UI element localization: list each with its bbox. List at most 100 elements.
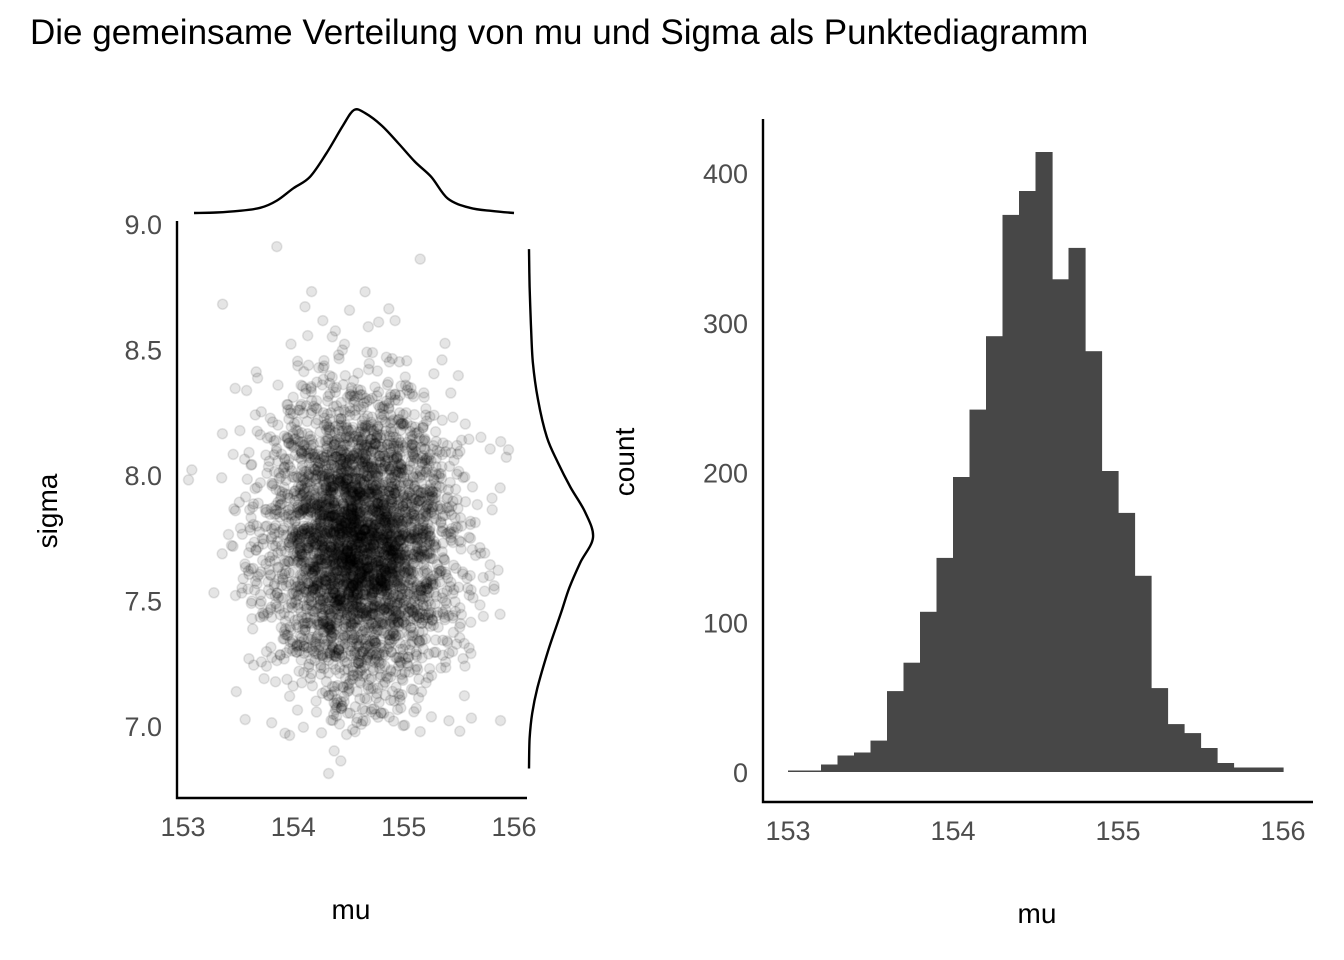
scatter-point	[380, 670, 393, 683]
scatter-point	[320, 484, 332, 496]
scatter-point	[305, 285, 318, 298]
scatter-point	[234, 522, 247, 534]
scatter-point	[344, 481, 357, 493]
scatter-point	[359, 541, 371, 554]
scatter-point	[337, 634, 349, 646]
scatter-point	[409, 602, 421, 614]
scatter-point	[458, 637, 470, 650]
scatter-point	[383, 402, 395, 415]
scatter-point	[318, 512, 330, 524]
scatter-point	[278, 509, 291, 521]
scatter-point	[247, 659, 260, 671]
scatter-point	[319, 543, 332, 556]
scatter-point	[381, 438, 394, 451]
scatter-point	[386, 568, 398, 581]
scatter-point	[329, 617, 342, 629]
scatter-point	[380, 351, 393, 363]
scatter-point	[384, 665, 397, 678]
scatter-point	[384, 391, 397, 404]
scatter-point	[326, 510, 339, 523]
scatter-point	[356, 421, 368, 434]
scatter-point	[419, 457, 431, 469]
scatter-point	[374, 482, 386, 494]
scatter-point	[358, 479, 370, 491]
scatter-point	[359, 516, 372, 529]
scatter-point	[244, 524, 257, 536]
scatter-point	[292, 499, 305, 511]
scatter-point	[394, 637, 406, 649]
scatter-point	[320, 480, 332, 492]
scatter-point	[337, 506, 350, 519]
scatter-point	[345, 539, 357, 552]
scatter-point	[433, 569, 446, 581]
scatter-point	[323, 493, 336, 506]
scatter-point	[358, 570, 371, 582]
scatter-point	[393, 356, 406, 368]
scatter-point	[323, 603, 335, 616]
scatter-point	[392, 493, 404, 506]
scatter-point	[403, 606, 416, 618]
scatter-point	[298, 523, 311, 535]
scatter-point	[361, 438, 374, 451]
scatter-point	[443, 505, 456, 517]
scatter-point	[368, 628, 380, 641]
scatter-point	[425, 552, 438, 565]
scatter-point	[216, 548, 228, 560]
scatter-point	[318, 632, 331, 645]
scatter-point	[405, 439, 417, 451]
scatter-point	[362, 485, 374, 498]
scatter-point	[388, 451, 400, 463]
scatter-point	[457, 652, 469, 665]
scatter-point	[234, 424, 246, 437]
scatter-point	[357, 524, 370, 537]
scatter-point	[308, 561, 321, 573]
scatter-point	[335, 515, 348, 527]
scatter-point	[310, 633, 322, 645]
scatter-point	[299, 567, 312, 580]
scatter-point	[407, 515, 420, 528]
scatter-point	[308, 565, 321, 577]
scatter-point	[278, 653, 290, 665]
scatter-point	[313, 623, 326, 636]
chart-title: Die gemeinsame Verteilung von mu und Sig…	[30, 13, 1088, 52]
scatter-point	[345, 484, 357, 497]
scatter-point	[371, 569, 384, 582]
scatter-point	[387, 544, 399, 557]
scatter-point	[344, 674, 357, 686]
scatter-point	[329, 559, 342, 571]
scatter-point	[266, 477, 278, 490]
scatter-point	[340, 431, 353, 444]
scatter-point	[411, 609, 423, 622]
scatter-point	[317, 615, 329, 628]
scatter-point	[386, 567, 398, 580]
scatter-x-tick-label: 153	[160, 812, 205, 842]
scatter-point	[421, 583, 433, 595]
scatter-point	[411, 578, 424, 590]
histogram-y-tick-label: 200	[703, 459, 748, 489]
scatter-point	[352, 632, 365, 644]
scatter-point	[365, 460, 378, 473]
scatter-point	[435, 662, 447, 674]
scatter-point	[225, 539, 238, 552]
scatter-point	[282, 504, 295, 517]
scatter-point	[323, 603, 336, 615]
scatter-point	[455, 536, 467, 548]
scatter-point	[293, 535, 306, 547]
scatter-point	[291, 355, 304, 368]
scatter-point	[333, 555, 346, 568]
scatter-point	[434, 565, 447, 577]
scatter-point	[294, 400, 307, 412]
scatter-point	[324, 514, 336, 526]
scatter-point	[371, 365, 384, 377]
scatter-point	[424, 599, 437, 611]
scatter-point	[333, 573, 346, 585]
histogram-bar	[821, 764, 839, 772]
scatter-point	[353, 640, 365, 653]
scatter-point	[325, 407, 337, 419]
scatter-point	[419, 409, 432, 421]
scatter-point	[343, 578, 355, 590]
scatter-point	[419, 540, 432, 552]
scatter-point	[389, 487, 401, 500]
scatter-point	[426, 501, 439, 514]
scatter-point	[368, 428, 380, 441]
